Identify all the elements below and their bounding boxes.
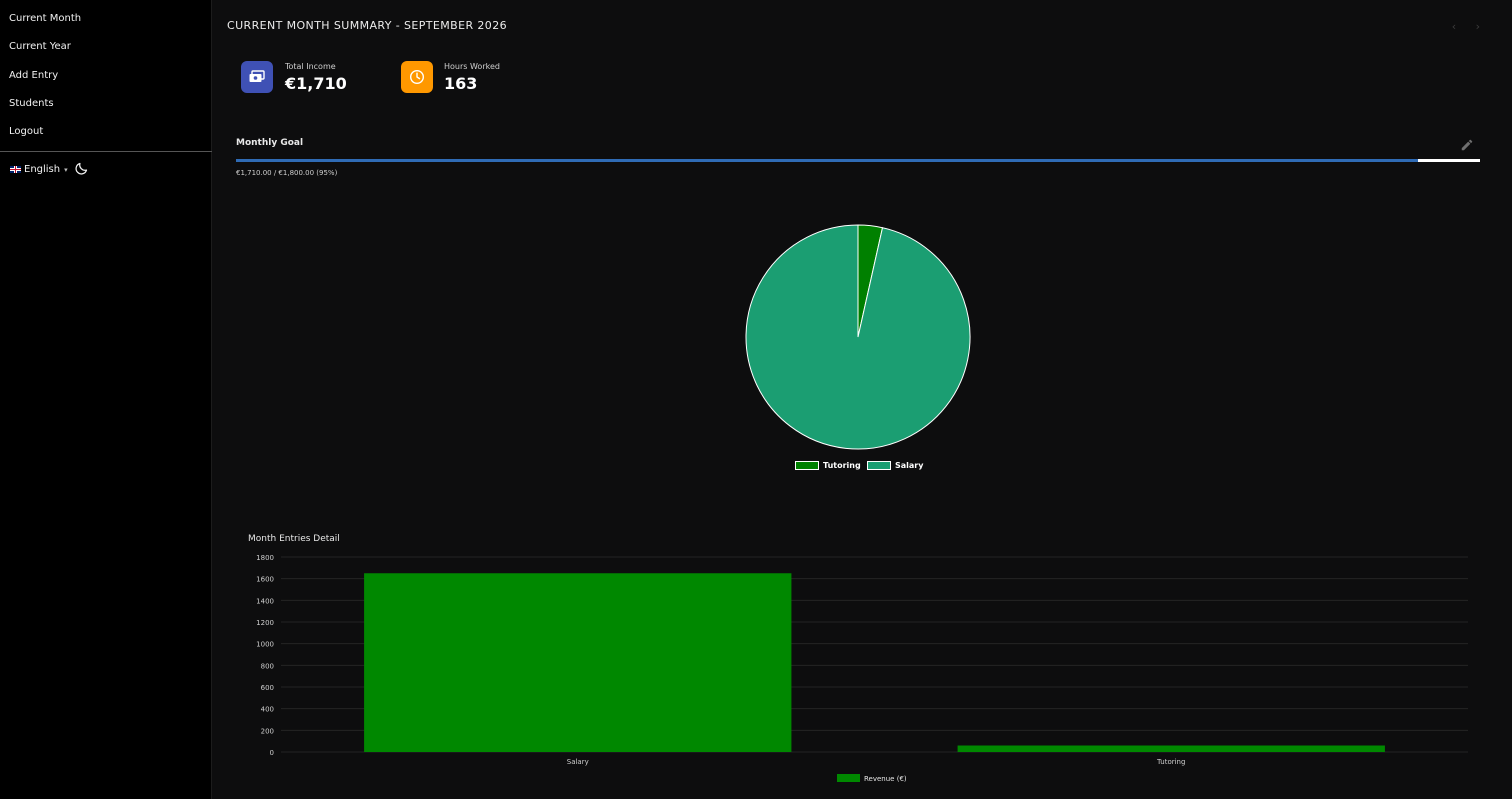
income-pie-chart (745, 224, 971, 450)
sidebar-item-current-year[interactable]: Current Year (9, 41, 71, 52)
pie-legend-swatch-salary (867, 461, 891, 470)
moon-icon[interactable] (74, 161, 89, 176)
uk-flag-icon (10, 166, 21, 173)
monthly-goal-progress-fill (236, 159, 1418, 162)
bar-legend-label: Revenue (€) (864, 775, 907, 783)
pie-legend-item-salary[interactable]: Salary (867, 461, 923, 470)
month-navigation: ‹ › (1436, 20, 1480, 33)
pie-slice-salary[interactable] (745, 224, 971, 450)
sidebar-item-current-month[interactable]: Current Month (9, 13, 82, 24)
sidebar-item-students[interactable]: Students (9, 98, 54, 109)
hours-worked-label: Hours Worked (444, 62, 500, 71)
language-label: English (24, 164, 61, 175)
bar-legend-swatch[interactable] (837, 774, 860, 782)
y-tick-label: 0 (270, 749, 274, 757)
pie-legend-item-tutoring[interactable]: Tutoring (795, 461, 861, 470)
sidebar-item-add-entry[interactable]: Add Entry (9, 70, 59, 81)
y-tick-label: 800 (261, 662, 274, 670)
y-tick-label: 1800 (256, 554, 274, 562)
total-income-label: Total Income (285, 62, 336, 71)
y-tick-label: 1200 (256, 619, 274, 627)
bar-chart-title: Month Entries Detail (248, 534, 340, 544)
x-tick-label: Salary (567, 758, 589, 766)
sidebar-item-logout[interactable]: Logout (9, 126, 44, 137)
y-tick-label: 1400 (256, 597, 274, 605)
hours-worked-value: 163 (444, 74, 478, 93)
next-month-button[interactable]: › (1475, 20, 1480, 33)
x-tick-label: Tutoring (1156, 758, 1185, 766)
clock-icon (401, 61, 433, 93)
language-selector[interactable]: English ▾ (10, 164, 68, 175)
monthly-goal-text: €1,710.00 / €1,800.00 (95%) (236, 169, 338, 177)
y-tick-label: 1000 (256, 641, 274, 649)
total-income-value: €1,710 (285, 74, 347, 93)
pie-legend-label-salary: Salary (895, 461, 924, 470)
page-title: CURRENT MONTH SUMMARY - SEPTEMBER 2026 (227, 19, 507, 32)
pencil-icon[interactable] (1460, 138, 1474, 152)
bar-salary[interactable] (364, 573, 792, 752)
bar-tutoring[interactable] (957, 745, 1385, 753)
prev-month-button[interactable]: ‹ (1451, 20, 1457, 33)
month-entries-bar-chart: 0 200 400 600 800 1000 1200 1400 1600 1800 Salary T… (256, 554, 1468, 783)
y-tick-label: 600 (261, 684, 274, 692)
y-tick-label: 1600 (256, 576, 274, 584)
sidebar: Current Month Current Year Add Entry Stu… (0, 0, 212, 799)
y-tick-label: 200 (261, 727, 274, 735)
main-content: CURRENT MONTH SUMMARY - SEPTEMBER 2026 ‹… (213, 0, 1502, 799)
sidebar-divider (0, 151, 212, 152)
pie-legend-label-tutoring: Tutoring (823, 461, 861, 470)
monthly-goal-progress-bar (236, 159, 1480, 162)
pie-legend-swatch-tutoring (795, 461, 819, 470)
monthly-goal-label: Monthly Goal (236, 138, 304, 148)
chevron-down-icon: ▾ (64, 165, 68, 174)
y-tick-label: 400 (261, 706, 274, 714)
cash-icon (241, 61, 273, 93)
